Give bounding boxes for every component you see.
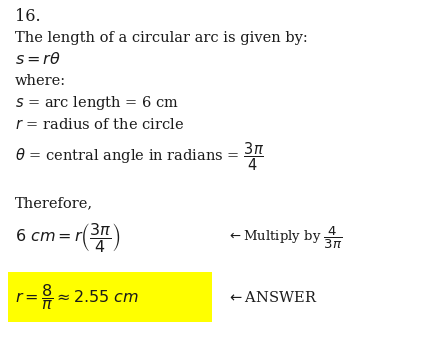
Text: The length of a circular arc is given by:: The length of a circular arc is given by… — [15, 31, 307, 45]
Text: $\leftarrow$Multiply by $\dfrac{4}{3\pi}$: $\leftarrow$Multiply by $\dfrac{4}{3\pi}… — [227, 225, 342, 251]
Text: $\theta$ = central angle in radians = $\dfrac{3\pi}{4}$: $\theta$ = central angle in radians = $\… — [15, 140, 264, 173]
Text: 16.: 16. — [15, 8, 40, 25]
FancyBboxPatch shape — [8, 272, 212, 322]
Text: Therefore,: Therefore, — [15, 197, 93, 210]
Text: $r = \dfrac{8}{\pi} \approx 2.55\ cm$: $r = \dfrac{8}{\pi} \approx 2.55\ cm$ — [15, 282, 139, 312]
Text: $r$ = radius of the circle: $r$ = radius of the circle — [15, 117, 184, 132]
Text: $s$ = arc length = 6 cm: $s$ = arc length = 6 cm — [15, 94, 179, 112]
Text: $6\ cm = r\left(\dfrac{3\pi}{4}\right)$: $6\ cm = r\left(\dfrac{3\pi}{4}\right)$ — [15, 221, 120, 254]
Text: where:: where: — [15, 74, 66, 88]
Text: $s = r\theta$: $s = r\theta$ — [15, 51, 61, 68]
Text: $\leftarrow$ANSWER: $\leftarrow$ANSWER — [227, 289, 317, 305]
